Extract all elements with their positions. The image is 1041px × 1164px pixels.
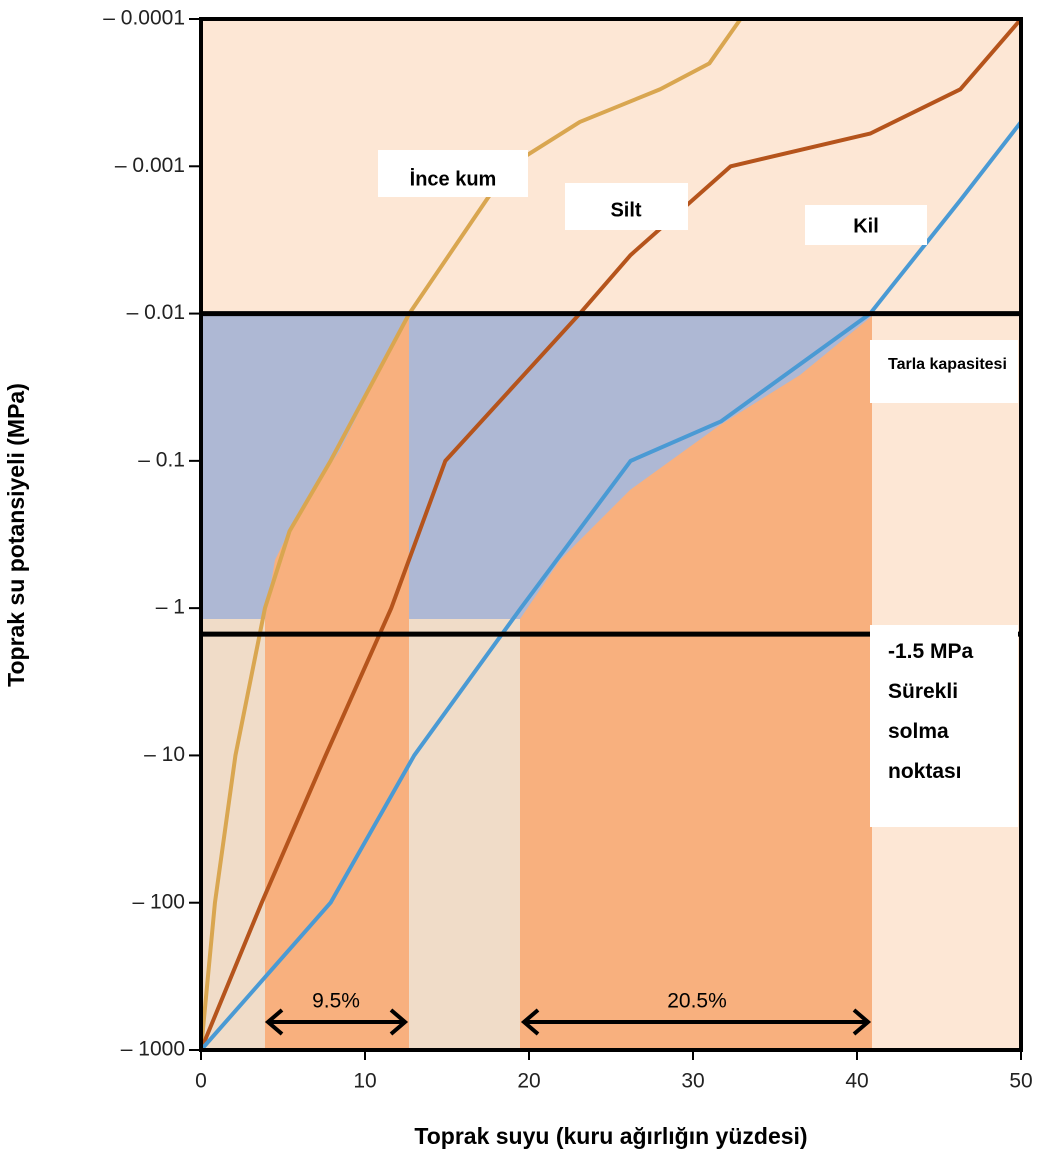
annotation-box: -1.5 MPa Sürekli solma noktası [888,640,974,783]
x-tick-label: 50 [1009,1070,1032,1093]
y-tick-label: – 0.001 [115,154,185,177]
annotation: 20.5% [667,990,727,1013]
boxes [378,150,1018,827]
arrows [264,1008,872,1036]
x-tick-label: 10 [353,1070,376,1093]
annotation: -1.5 MPa Sürekli solma noktası [888,640,974,783]
series-label: Silt [610,199,641,221]
annotation: Tarla kapasitesi [888,356,1007,373]
x-tick-label: 40 [845,1070,868,1093]
y-tick-label: – 0.01 [127,301,185,324]
background [201,19,1021,1050]
y-tick-label: – 1000 [121,1038,185,1061]
x-tick-label: 20 [517,1070,540,1093]
annotation-box: Tarla kapasitesi [888,356,1007,373]
y-tick-label: – 1 [156,596,185,619]
y-tick-label: – 0.1 [138,448,185,471]
y-tick-label: – 0.0001 [103,7,185,30]
x-axis-label: Toprak suyu (kuru ağırlığın yüzdesi) [414,1123,807,1149]
x-tick-label: 30 [681,1070,704,1093]
annotation: 9.5% [312,990,360,1013]
y-tick-label: – 100 [132,890,185,913]
y-axis-label: Toprak su potansiyeli (MPa) [3,383,29,687]
curve [199,120,1023,1052]
curve [199,17,743,1051]
plot-border [199,17,1023,1052]
series-label: İnce kum [410,167,497,190]
x-tick-label: 0 [195,1070,207,1093]
y-tick-label: – 10 [144,743,185,766]
series-label: Kil [853,215,879,237]
